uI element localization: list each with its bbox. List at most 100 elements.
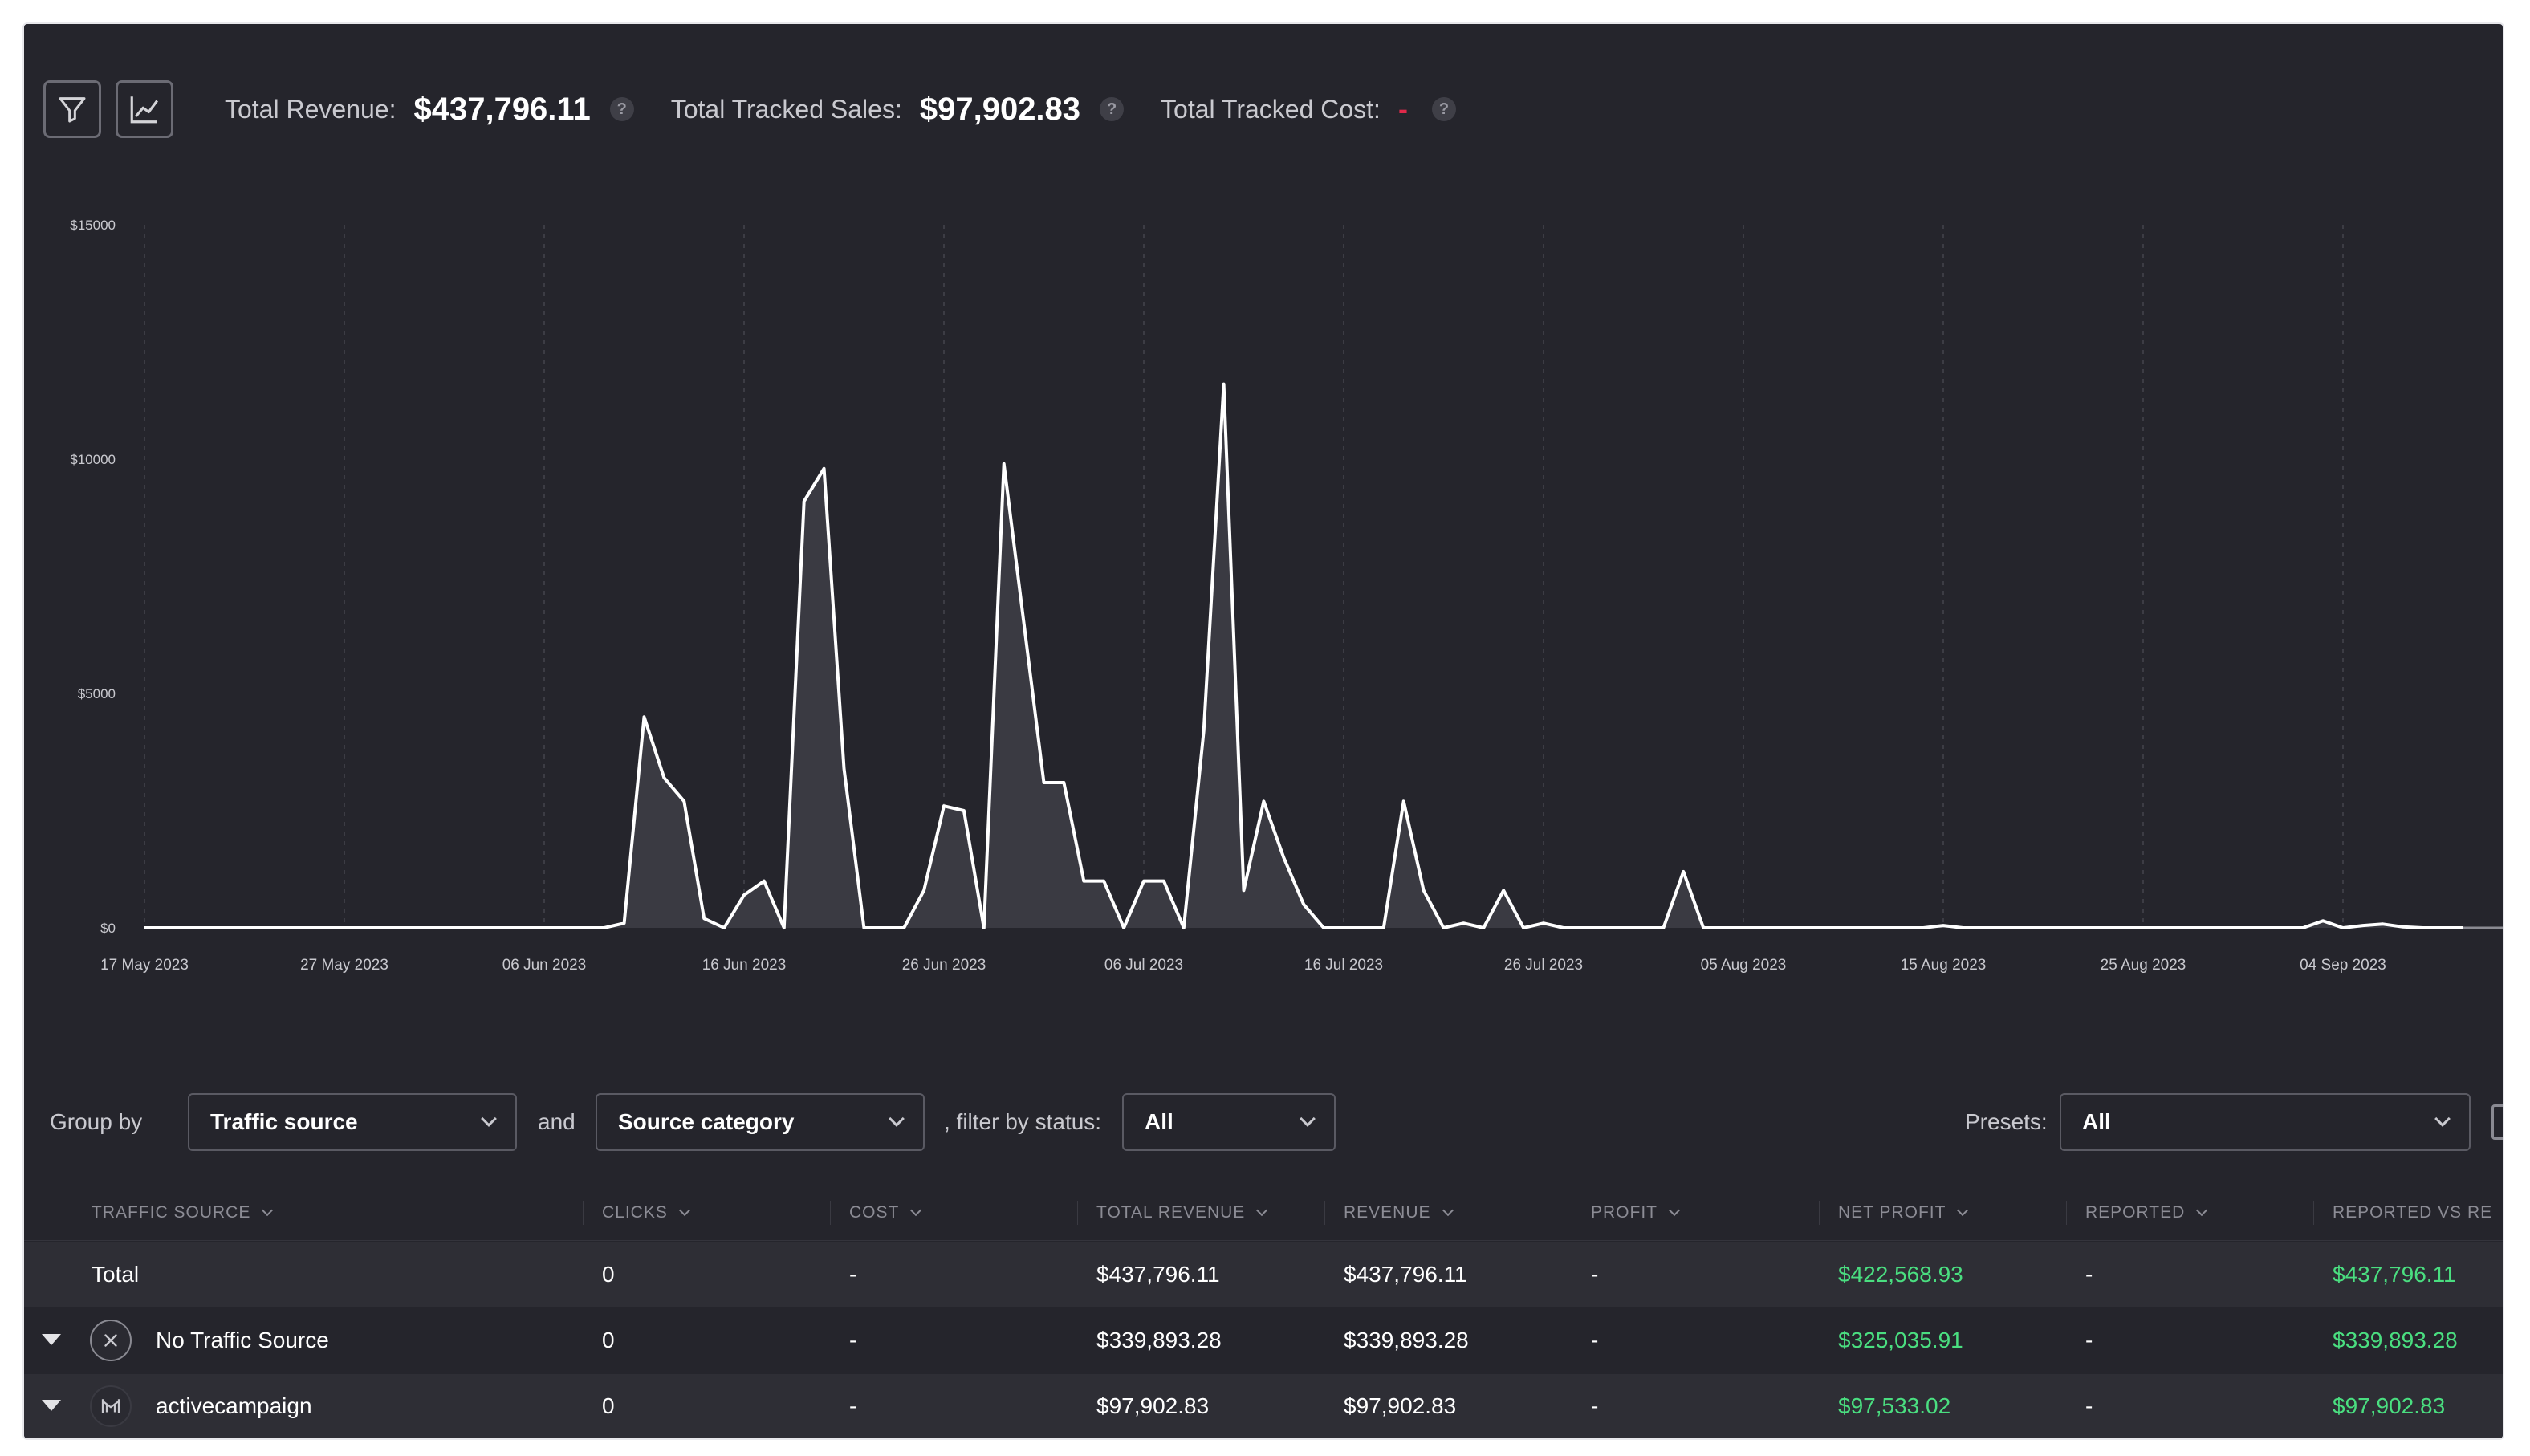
x-tick-label: 15 Aug 2023 (1901, 957, 1987, 974)
col-total-revenue[interactable]: TOTAL REVENUE (1096, 1203, 1268, 1222)
filter-icon (59, 97, 86, 123)
cell-revenue: $339,893.28 (1344, 1328, 1469, 1352)
x-tick-label: 06 Jun 2023 (502, 957, 587, 974)
x-tick-label: 16 Jul 2023 (1304, 957, 1383, 974)
presets-label: Presets: (1965, 1109, 2048, 1134)
y-tick-label: $15000 (70, 218, 116, 233)
cell-reported: - (2085, 1328, 2093, 1352)
cell-cost: - (849, 1262, 857, 1287)
x-tick-label: 25 Aug 2023 (2101, 957, 2186, 974)
table-header: TRAFFIC SOURCE CLICKS COST TOTAL REVENUE… (24, 1185, 2503, 1241)
col-reported-vs[interactable]: REPORTED VS RE (2333, 1203, 2492, 1222)
expand-caret-icon[interactable] (42, 1400, 61, 1411)
chevron-down-icon (2434, 1111, 2451, 1127)
and-label: and (538, 1109, 576, 1134)
expand-caret-icon[interactable] (42, 1334, 61, 1345)
columns-toggle-button[interactable] (2491, 1104, 2503, 1140)
status-value: All (1145, 1109, 1173, 1134)
close-circle-icon (90, 1320, 132, 1361)
tracked-cost-label: Total Tracked Cost: (1161, 94, 1381, 124)
col-traffic-source[interactable]: TRAFFIC SOURCE (92, 1202, 274, 1222)
group-by-value: Traffic source (210, 1109, 358, 1134)
cell-revenue: $97,902.83 (1344, 1393, 1457, 1418)
x-tick-label: 27 May 2023 (300, 957, 388, 974)
col-label: NET PROFIT (1838, 1202, 1946, 1222)
second-group-value: Source category (618, 1109, 795, 1134)
help-icon[interactable]: ? (609, 97, 634, 121)
chevron-down-icon (1300, 1111, 1316, 1127)
cell-total-revenue: $339,893.28 (1096, 1328, 1222, 1352)
column-divider (2066, 1201, 2067, 1225)
presets-select[interactable]: All (2060, 1093, 2471, 1151)
total-revenue-stat: Total Revenue: $437,796.11 ? (225, 92, 634, 128)
revenue-line (144, 382, 2463, 929)
cell-net-profit: $422,568.93 (1838, 1262, 1963, 1287)
col-revenue[interactable]: REVENUE (1344, 1202, 1454, 1222)
cell-revenue: $437,796.11 (1344, 1262, 1467, 1287)
y-tick-label: $5000 (78, 686, 116, 702)
col-net-profit[interactable]: NET PROFIT (1838, 1202, 1969, 1222)
status-select[interactable]: All (1122, 1093, 1336, 1151)
data-table: TRAFFIC SOURCE CLICKS COST TOTAL REVENUE… (24, 1185, 2503, 1438)
cell-profit: - (1591, 1262, 1599, 1287)
revenue-chart: 17 May 2023 27 May 2023 06 Jun 2023 16 Jun … (70, 218, 2503, 974)
row-label: Total (92, 1262, 140, 1287)
col-label: REVENUE (1344, 1202, 1431, 1222)
cell-cost: - (849, 1393, 857, 1418)
presets-value: All (2082, 1109, 2111, 1134)
col-label: REPORTED (2085, 1202, 2186, 1222)
filter-button[interactable] (43, 80, 101, 138)
tracked-sales-value: $97,902.83 (919, 91, 1081, 127)
total-revenue-label: Total Revenue: (225, 94, 397, 124)
col-cost[interactable]: COST (849, 1202, 922, 1222)
cell-net-profit: $325,035.91 (1838, 1328, 1963, 1352)
chevron-down-icon (678, 1204, 690, 1216)
x-tick-label: 26 Jul 2023 (1504, 957, 1583, 974)
tracked-sales-label: Total Tracked Sales: (670, 94, 902, 124)
group-by-label: Group by (50, 1109, 143, 1134)
col-label: COST (849, 1202, 900, 1222)
chevron-down-icon (889, 1111, 905, 1127)
revenue-area (144, 384, 2463, 929)
x-tick-label: 05 Aug 2023 (1701, 957, 1787, 974)
cell-reported-vs: $97,902.83 (2333, 1393, 2446, 1418)
chart-toggle-button[interactable] (116, 80, 173, 138)
cell-reported: - (2085, 1262, 2093, 1287)
chevron-down-icon (1256, 1204, 1268, 1216)
cell-cost: - (849, 1328, 857, 1352)
cell-total-revenue: $97,902.83 (1096, 1393, 1210, 1418)
col-label: PROFIT (1591, 1202, 1658, 1222)
cell-net-profit: $97,533.02 (1838, 1393, 1951, 1418)
help-icon[interactable]: ? (1431, 97, 1456, 121)
chevron-down-icon (910, 1204, 922, 1216)
table-row[interactable]: No Traffic Source 0 - $339,893.28 $339,8… (24, 1308, 2503, 1373)
tracked-cost-stat: Total Tracked Cost: - ? (1161, 92, 1456, 126)
table-row[interactable]: activecampaign 0 - $97,902.83 $97,902.83… (24, 1374, 2503, 1438)
cell-total-revenue: $437,796.11 (1096, 1262, 1220, 1287)
column-divider (1324, 1201, 1325, 1225)
chevron-down-icon (481, 1111, 497, 1127)
filter-row: Group by Traffic source and Source categ… (50, 1093, 2503, 1151)
cell-profit: - (1591, 1393, 1599, 1418)
column-divider (830, 1201, 831, 1225)
col-label: TRAFFIC SOURCE (92, 1202, 251, 1222)
col-label: REPORTED VS RE (2333, 1202, 2493, 1222)
x-tick-label: 17 May 2023 (100, 957, 189, 974)
second-group-select[interactable]: Source category (596, 1093, 925, 1151)
table-row-total[interactable]: Total 0 - $437,796.11 $437,796.11 - $422… (24, 1242, 2503, 1307)
total-revenue-value: $437,796.11 (413, 91, 591, 127)
col-clicks[interactable]: CLICKS (602, 1203, 690, 1222)
cell-clicks: 0 (602, 1393, 615, 1418)
cell-reported-vs: $437,796.11 (2333, 1262, 2456, 1287)
column-divider (583, 1201, 584, 1225)
tracked-cost-value: - (1397, 92, 1408, 125)
group-by-select[interactable]: Traffic source (188, 1093, 517, 1151)
column-divider (1819, 1201, 1820, 1225)
x-tick-label: 16 Jun 2023 (702, 957, 787, 974)
y-tick-label: $10000 (70, 452, 116, 467)
col-reported[interactable]: REPORTED (2085, 1202, 2208, 1222)
col-profit[interactable]: PROFIT (1591, 1202, 1681, 1222)
cell-clicks: 0 (602, 1328, 615, 1352)
help-icon[interactable]: ? (1100, 97, 1125, 121)
cell-clicks: 0 (602, 1262, 615, 1287)
